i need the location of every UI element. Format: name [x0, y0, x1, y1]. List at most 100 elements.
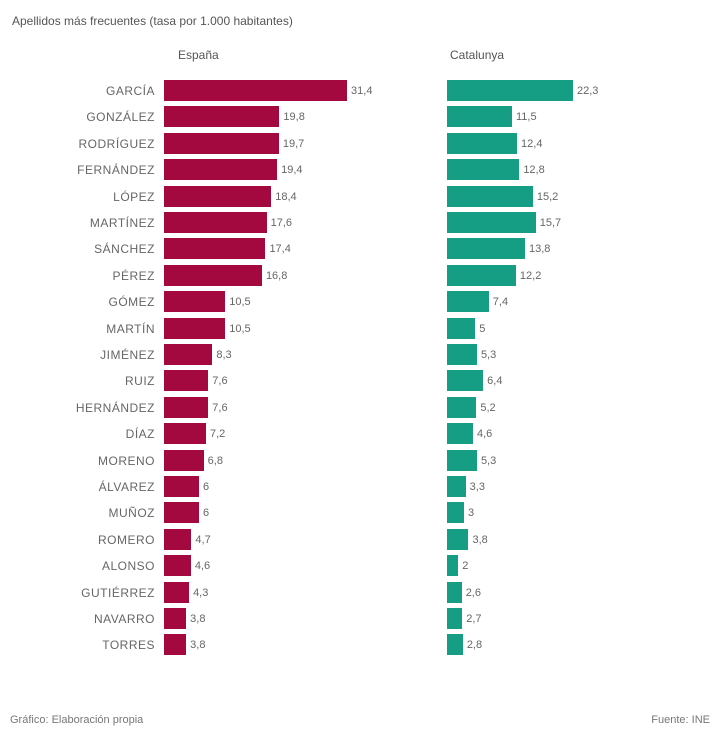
bar-catalunya [447, 396, 477, 418]
data-label: 12,4 [521, 137, 543, 150]
data-label: 8,3 [216, 349, 232, 361]
bar-spain [164, 159, 278, 181]
bar-spain [164, 634, 187, 656]
chart-title: Apellidos más frecuentes (tasa por 1.000… [12, 14, 293, 28]
bar-spain [164, 476, 199, 497]
data-label: 5,3 [480, 454, 497, 467]
data-label: 10,5 [229, 322, 251, 335]
data-label: 2 [462, 560, 469, 573]
bar-spain [164, 423, 206, 445]
category-label: LÓPEZ [113, 189, 155, 204]
bar-catalunya [447, 528, 469, 550]
data-label: 13,8 [528, 243, 551, 256]
data-label: 6 [202, 507, 210, 520]
bar-spain [164, 185, 272, 207]
category-label: TORRES [102, 638, 155, 653]
bar-catalunya [447, 555, 459, 577]
category-label: GARCÍA [105, 84, 155, 98]
category-label: SÁNCHEZ [94, 242, 155, 257]
category-label: ALONSO [101, 559, 155, 574]
bar-spain [164, 264, 262, 286]
bar-catalunya [447, 317, 476, 339]
data-label: 16,8 [265, 269, 288, 282]
bar-catalunya [447, 476, 466, 497]
category-label: MUÑOZ [108, 506, 155, 521]
bar-spain [164, 212, 267, 233]
bar-spain [164, 132, 279, 154]
bar-spain [164, 608, 187, 629]
bar-spain [164, 555, 191, 577]
category-label: MARTÍNEZ [89, 216, 155, 230]
data-label: 2,7 [466, 613, 482, 625]
bar-catalunya [447, 185, 533, 207]
bar-catalunya [447, 80, 573, 101]
data-label: 7,4 [492, 296, 509, 309]
data-label: 12,8 [523, 164, 545, 177]
bar-catalunya [447, 502, 464, 524]
bar-catalunya [447, 264, 516, 286]
category-label: HERNÁNDEZ [75, 400, 155, 415]
footer-credit: Gráfico: Elaboración propia [10, 714, 144, 726]
bar-catalunya [447, 238, 525, 260]
data-label: 15,2 [536, 190, 559, 203]
legend-catalunya: Catalunya [450, 48, 505, 62]
bar-catalunya [447, 106, 512, 128]
data-label: 6 [202, 481, 210, 493]
data-label: 2,6 [465, 586, 481, 599]
bar-spain [164, 317, 226, 339]
data-label: 11,5 [515, 111, 537, 124]
data-label: 3,8 [472, 533, 488, 546]
bar-spain [164, 396, 209, 418]
category-label: JIMÉNEZ [100, 348, 155, 362]
bar-catalunya [447, 449, 477, 471]
bar-catalunya [447, 159, 520, 181]
data-label: 4,3 [193, 586, 209, 599]
bar-catalunya [447, 581, 462, 603]
data-label: 4,7 [195, 533, 211, 546]
footer-source: Fuente: INE [651, 714, 710, 726]
bar-spain [164, 370, 209, 392]
bar-catalunya [447, 212, 536, 233]
bar-catalunya [447, 291, 489, 313]
legend-spain: España [178, 48, 219, 62]
data-label: 6,8 [207, 454, 223, 467]
data-label: 22,3 [576, 85, 599, 97]
category-label: GUTIÉRREZ [81, 585, 155, 600]
category-label: GONZÁLEZ [86, 110, 155, 125]
category-label: ROMERO [98, 532, 155, 547]
data-label: 7,6 [212, 375, 228, 388]
bar-catalunya [447, 608, 463, 629]
bar-catalunya [447, 344, 477, 365]
data-label: 7,6 [212, 401, 228, 414]
data-label: 15,7 [539, 217, 562, 229]
bar-catalunya [447, 634, 463, 656]
bar-spain [164, 502, 199, 524]
data-label: 3,8 [190, 613, 206, 625]
data-label: 4,6 [194, 560, 211, 573]
category-label: GÓMEZ [108, 295, 155, 310]
category-label: RUIZ [125, 374, 155, 389]
data-label: 12,2 [519, 269, 542, 282]
data-label: 19,4 [281, 164, 303, 177]
data-label: 2,8 [466, 639, 483, 652]
data-label: 6,4 [487, 375, 503, 388]
category-label: PÉREZ [112, 268, 155, 283]
category-label: MARTÍN [106, 321, 155, 336]
bar-catalunya [447, 132, 518, 154]
category-label: MORENO [98, 453, 155, 468]
bar-catalunya [447, 423, 473, 445]
bar-catalunya [447, 370, 484, 392]
data-label: 17,6 [270, 217, 293, 229]
bar-spain [164, 344, 213, 365]
data-label: 31,4 [351, 85, 373, 97]
data-label: 10,5 [229, 296, 251, 309]
data-label: 3,8 [190, 639, 206, 652]
bar-spain [164, 581, 190, 603]
category-label: NAVARRO [93, 612, 155, 626]
data-label: 3,3 [469, 481, 485, 493]
data-label: 3 [467, 507, 475, 520]
data-label: 7,2 [209, 428, 226, 441]
data-label: 19,7 [282, 137, 305, 150]
data-label: 17,4 [269, 243, 291, 256]
bar-spain [164, 238, 266, 260]
